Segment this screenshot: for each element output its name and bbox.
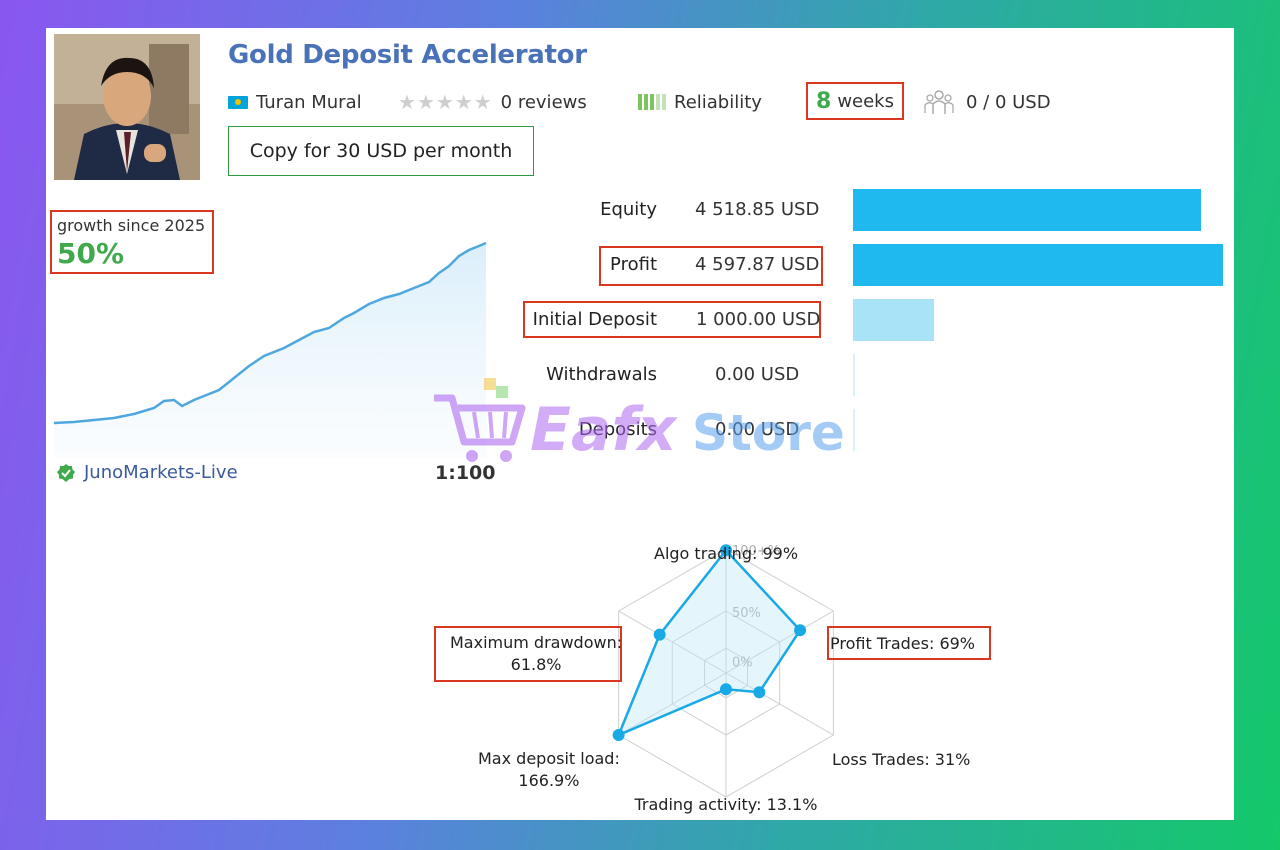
signal-meta-row: Turan Mural ★★★★★ 0 reviews Reliability … — [228, 82, 1128, 120]
radar-series-area — [616, 548, 802, 738]
radar-axis-line — [725, 610, 834, 674]
radar-axis-line — [725, 672, 834, 736]
weeks-number: 8 — [816, 88, 832, 114]
verified-check-icon — [57, 463, 75, 482]
growth-area — [54, 243, 486, 458]
subscribers-info: 0 / 0 USD — [924, 88, 1051, 116]
kazakhstan-flag-icon — [228, 95, 248, 109]
radar-axis-label: Profit Trades: 69% — [830, 634, 975, 653]
stat-highlight — [599, 246, 823, 286]
stat-label: Deposits — [578, 419, 657, 440]
stat-value: 0.00 USD — [715, 364, 800, 385]
radar-svg: 100+% 50% 0% — [612, 544, 834, 798]
radar-data-point[interactable] — [794, 624, 807, 637]
radar-axis-label-line2: 61.8% — [510, 655, 562, 674]
radar-data-point[interactable] — [753, 686, 766, 699]
radar-axis-label-line2: 166.9% — [518, 771, 580, 790]
radar-tick-label: 50% — [732, 606, 761, 621]
radar-axis-label: Loss Trades: 31% — [832, 750, 971, 769]
stat-value: 4 597.87 USD — [695, 254, 820, 275]
radar-tick-label: 100+% — [732, 544, 780, 559]
radar-axis-line — [618, 610, 727, 674]
radar-label-highlight — [434, 626, 622, 682]
radar-data-point[interactable] — [720, 544, 732, 557]
copy-signal-button[interactable]: Copy for 30 USD per month — [228, 126, 534, 176]
growth-summary: growth since 2025 50% — [50, 210, 214, 274]
radar-data-point[interactable] — [653, 628, 666, 641]
stat-label: Withdrawals — [546, 364, 657, 385]
stat-label: Profit — [610, 254, 657, 275]
reliability-label: Reliability — [674, 91, 762, 113]
stat-value: 0.00 USD — [715, 419, 800, 440]
stat-value: 4 518.85 USD — [695, 199, 820, 220]
stat-value: 1 000.00 USD — [696, 309, 821, 330]
growth-line — [54, 241, 487, 425]
subscribers-value: 0 / 0 USD — [966, 91, 1051, 113]
weeks-unit: weeks — [837, 90, 894, 112]
reliability-info: Reliability — [638, 88, 762, 116]
growth-label: growth since 2025 — [57, 216, 206, 235]
growth-chart[interactable] — [54, 228, 494, 458]
author-name[interactable]: Turan Mural — [256, 91, 362, 113]
signal-title[interactable]: Gold Deposit Accelerator — [228, 40, 587, 70]
stat-bar[interactable] — [853, 354, 855, 396]
leverage-value: 1:100 — [435, 462, 496, 484]
subscribers-icon — [924, 90, 954, 114]
growth-value: 50% — [57, 237, 125, 270]
author-avatar[interactable] — [54, 34, 200, 180]
radar-data-point[interactable] — [720, 683, 732, 696]
radar-chart: 100+% 50% 0% Algo trading: 99% Profit Trade… — [386, 518, 991, 820]
reviews-info[interactable]: ★★★★★ 0 reviews — [398, 88, 587, 116]
stat-bar[interactable] — [853, 244, 1223, 286]
stat-highlight — [523, 301, 821, 338]
stat-bar[interactable] — [853, 409, 855, 451]
signal-age: 8 weeks — [806, 82, 904, 120]
radar-axis-label: Maximum drawdown: 61.8% — [450, 632, 622, 676]
reliability-bars-icon — [638, 94, 666, 110]
radar-axis-line — [618, 672, 727, 736]
radar-axis-label-line1: Max deposit load: — [478, 749, 620, 768]
star-rating-icon: ★★★★★ — [398, 90, 493, 114]
reviews-count[interactable]: 0 reviews — [500, 91, 587, 113]
radar-axis-label: Max deposit load: 166.9% — [478, 748, 620, 792]
radar-data-point[interactable] — [612, 729, 625, 741]
stat-label: Initial Deposit — [532, 309, 657, 330]
radar-label-highlight — [827, 626, 991, 660]
stat-bar[interactable] — [853, 189, 1201, 231]
stat-label: Equity — [600, 199, 657, 220]
radar-axis-label: Trading activity: 13.1% — [634, 795, 818, 814]
broker-name[interactable]: JunoMarkets-Live — [84, 462, 238, 483]
radar-tick-label: 0% — [732, 656, 753, 671]
radar-axis-label: Algo trading: 99% — [654, 544, 799, 563]
radar-axis-label-line1: Maximum drawdown: — [450, 633, 623, 652]
signal-panel: Gold Deposit Accelerator Turan Mural ★★★… — [46, 28, 1234, 820]
broker-info[interactable]: JunoMarkets-Live — [56, 462, 238, 483]
stat-bar[interactable] — [853, 299, 934, 341]
author-info[interactable]: Turan Mural — [228, 88, 362, 116]
